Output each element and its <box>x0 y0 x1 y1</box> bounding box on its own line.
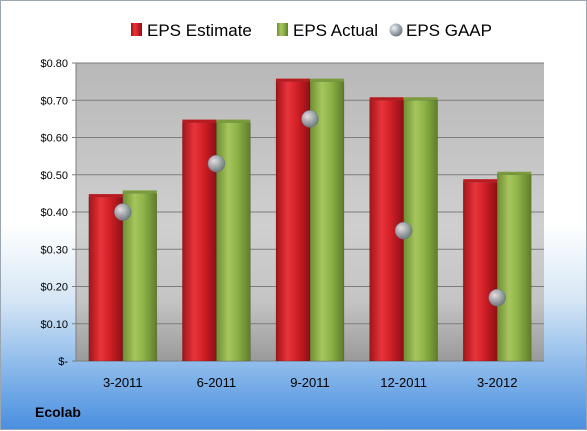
eps-gaap-marker <box>114 203 132 221</box>
x-tick-label: 9-2011 <box>290 375 330 390</box>
eps-gaap-marker <box>207 154 226 173</box>
y-tick-label: $0.10 <box>40 319 68 331</box>
eps-gaap-marker <box>301 110 319 128</box>
eps-actual-bar-cap <box>497 171 532 175</box>
legend-label: EPS Estimate <box>147 21 252 40</box>
eps-actual-bar-cap <box>310 78 344 82</box>
y-tick-label: $0.20 <box>40 282 68 294</box>
eps-actual-bar-cap <box>403 97 438 101</box>
footer-label: Ecolab <box>35 404 81 420</box>
eps-estimate-bar <box>462 181 498 362</box>
y-tick-label: $0.50 <box>40 170 68 182</box>
eps-gaap-marker <box>394 221 413 240</box>
eps-gaap-marker <box>488 288 506 307</box>
y-tick-label: $0.70 <box>40 95 68 107</box>
eps-actual-bar-cap <box>122 190 157 194</box>
eps-estimate-bar <box>88 196 124 362</box>
x-tick-label: 3-2011 <box>103 375 143 390</box>
y-tick-label: $0.60 <box>40 133 68 145</box>
legend-label: EPS GAAP <box>406 21 492 40</box>
y-tick-label: $0.40 <box>40 207 68 219</box>
eps-estimate-bar-cap <box>276 78 310 82</box>
legend-label: EPS Actual <box>293 21 378 40</box>
legend-swatch <box>131 23 142 36</box>
legend-swatch <box>389 23 403 37</box>
eps-estimate-bar-cap <box>463 179 498 183</box>
eps-actual-bar <box>496 174 532 362</box>
eps-estimate-bar-cap <box>369 97 404 101</box>
eps-estimate-bar-cap <box>88 194 123 198</box>
x-tick-label: 12-2011 <box>380 375 427 390</box>
eps-actual-bar <box>309 81 345 362</box>
x-tick-label: 3-2012 <box>477 375 517 390</box>
eps-actual-bar-cap <box>216 119 251 123</box>
y-tick-label: $0.30 <box>40 244 68 256</box>
y-tick-label: $- <box>58 356 68 368</box>
legend-swatch <box>277 23 288 36</box>
x-tick-label: 6-2011 <box>197 375 237 390</box>
eps-actual-bar <box>122 193 158 362</box>
eps-estimate-bar-cap <box>182 119 217 123</box>
y-tick-label: $0.80 <box>40 58 68 70</box>
